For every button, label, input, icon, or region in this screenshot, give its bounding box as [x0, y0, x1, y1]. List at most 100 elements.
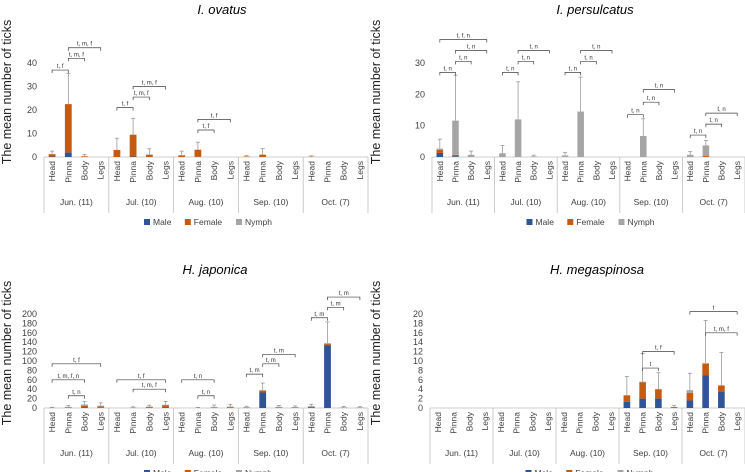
month-label: Aug. (10)	[189, 448, 224, 458]
body-part-label: Legs	[480, 412, 490, 430]
significance-bracket	[705, 332, 738, 336]
y-tick-label: 10	[413, 356, 423, 366]
y-tick-label: 0	[418, 403, 423, 413]
y-tick-label: 20	[27, 105, 37, 115]
y-tick-label: 160	[22, 328, 37, 338]
bar-nymph	[514, 119, 522, 157]
significance-bracket	[116, 107, 134, 111]
body-part-label: Pinna	[638, 412, 648, 434]
bar-nymph	[467, 154, 475, 157]
significance-bracket	[67, 57, 85, 62]
significance-bracket	[642, 101, 660, 106]
month-label: Jul. (10)	[509, 448, 540, 458]
significance-bracket	[502, 72, 519, 76]
legend-swatch-male	[144, 470, 150, 472]
bar-nymph	[499, 153, 506, 157]
significance-bracket	[580, 61, 597, 65]
significance-label: t, m	[274, 348, 284, 354]
significance-label: t, m	[266, 358, 276, 364]
y-tick-label: 120	[22, 347, 37, 357]
y-tick-label: 18	[413, 318, 423, 328]
panel-title: H. japonica	[182, 262, 247, 277]
significance-label: t, m, f	[77, 42, 92, 48]
significance-bracket	[517, 50, 550, 54]
y-tick-label: 6	[418, 375, 423, 385]
significance-label: t, f	[73, 358, 80, 364]
body-part-label: Legs	[732, 412, 742, 430]
bar-female	[48, 154, 56, 157]
bar-nymph	[702, 362, 709, 364]
bar-female	[81, 405, 88, 408]
body-part-label: Legs	[96, 412, 106, 430]
legend-swatch-nymph	[236, 470, 242, 472]
significance-label: t, m, f	[69, 52, 84, 58]
legend-label: Female	[194, 468, 223, 472]
legend-label: Nymph	[245, 217, 272, 227]
y-tick-label: 16	[413, 328, 423, 338]
significance-label: t, m, f, n	[57, 374, 79, 380]
y-tick-label: 2	[418, 394, 423, 404]
body-part-label: Head	[47, 161, 57, 182]
bar-female	[178, 155, 186, 157]
body-part-label: Legs	[290, 412, 300, 430]
body-part-label: Head	[242, 161, 252, 182]
bar-nymph	[275, 406, 283, 408]
y-tick-label: 140	[22, 337, 37, 347]
body-part-label: Head	[559, 412, 569, 433]
y-axis-label: The mean number of ticks	[369, 20, 383, 165]
body-part-label: Head	[496, 412, 506, 433]
bar-male	[686, 400, 694, 408]
bar-nymph	[686, 390, 694, 393]
legend-label: Nymph	[627, 468, 654, 472]
month-label: Oct. (7)	[321, 448, 350, 458]
body-part-label: Body	[274, 411, 284, 431]
body-part-label: Head	[242, 412, 252, 433]
bar-female	[226, 407, 234, 408]
legend: Male Female Nymph	[526, 217, 655, 227]
body-part-label: Pinna	[512, 412, 522, 434]
body-part-label: Pinna	[576, 161, 586, 183]
body-part-label: Body	[209, 160, 219, 180]
month-label: Aug. (10)	[570, 448, 605, 458]
significance-label: t, n	[710, 118, 718, 124]
significance-label: t, n	[717, 107, 725, 113]
body-part-label: Pinna	[701, 161, 711, 183]
body-part-label: Head	[497, 161, 507, 182]
body-part-label: Body	[590, 411, 600, 431]
significance-label: t, m	[314, 312, 324, 318]
bar-female	[145, 154, 153, 157]
body-part-label: Pinna	[63, 412, 73, 434]
bar-nymph	[530, 156, 538, 157]
bar-nymph	[702, 145, 710, 157]
significance-label: t, f	[655, 346, 662, 352]
significance-label: t, n	[194, 374, 202, 380]
significance-bracket	[132, 96, 150, 101]
bar-female	[718, 385, 725, 393]
bar-nymph	[436, 148, 444, 150]
bar-female	[259, 390, 267, 393]
month-label: Jul. (10)	[126, 448, 157, 458]
y-axis-label: The mean number of ticks	[0, 281, 14, 426]
legend-swatch-female	[184, 219, 191, 225]
significance-bracket	[132, 86, 166, 90]
body-part-label: Body	[466, 160, 476, 180]
y-tick-label: 12	[413, 347, 423, 357]
significance-bracket	[455, 61, 472, 65]
y-tick-label: 30	[415, 58, 425, 68]
y-tick-label: 80	[27, 365, 37, 375]
month-label: Jun. (11)	[60, 197, 93, 207]
month-label: Sep. (10)	[253, 197, 288, 207]
body-part-label: Pinna	[450, 161, 460, 183]
significance-label: t, f, n	[457, 34, 470, 40]
significance-label: t	[713, 306, 715, 312]
significance-label: t, n	[569, 66, 577, 72]
y-tick-label: 0	[32, 403, 37, 413]
significance-label: t, n	[459, 55, 467, 61]
significance-bracket	[181, 379, 215, 383]
legend-label: Nymph	[628, 217, 655, 227]
month-label: Sep. (10)	[253, 448, 288, 458]
body-part-label: Head	[623, 161, 633, 182]
bar-female	[129, 134, 137, 157]
body-part-label: Pinna	[575, 412, 585, 434]
body-part-label: Head	[685, 412, 695, 433]
